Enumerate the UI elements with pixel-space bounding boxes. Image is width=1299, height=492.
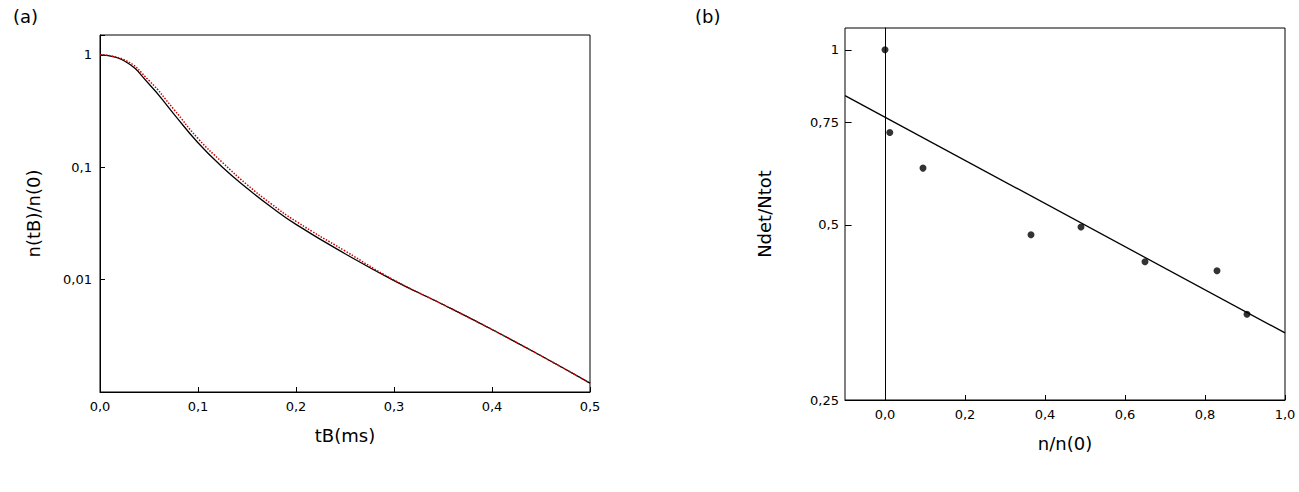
svg-text:0,1: 0,1 [188, 399, 209, 414]
svg-text:0,0: 0,0 [90, 399, 111, 414]
svg-text:0,01: 0,01 [63, 272, 92, 287]
svg-text:0,1: 0,1 [71, 160, 92, 175]
svg-text:n/n(0): n/n(0) [1038, 433, 1092, 454]
svg-text:0,75: 0,75 [810, 115, 839, 130]
svg-text:0,4: 0,4 [1035, 407, 1056, 422]
svg-text:Ndet/Ntot: Ndet/Ntot [754, 170, 775, 258]
svg-text:(b): (b) [695, 6, 720, 27]
svg-text:n(tB)/n(0): n(tB)/n(0) [23, 170, 44, 258]
svg-text:0,6: 0,6 [1115, 407, 1136, 422]
svg-text:0,25: 0,25 [810, 393, 839, 408]
svg-text:1: 1 [831, 42, 839, 57]
svg-text:0,5: 0,5 [818, 217, 839, 232]
svg-text:1: 1 [84, 47, 92, 62]
svg-text:(a): (a) [13, 6, 38, 27]
svg-text:0,4: 0,4 [482, 399, 503, 414]
svg-text:0,0: 0,0 [875, 407, 896, 422]
svg-text:0,2: 0,2 [955, 407, 976, 422]
svg-text:0,3: 0,3 [384, 399, 405, 414]
svg-text:0,5: 0,5 [580, 399, 601, 414]
svg-text:0,8: 0,8 [1195, 407, 1216, 422]
svg-text:0,2: 0,2 [286, 399, 307, 414]
svg-text:1,0: 1,0 [1275, 407, 1296, 422]
svg-text:tB(ms): tB(ms) [315, 425, 375, 446]
